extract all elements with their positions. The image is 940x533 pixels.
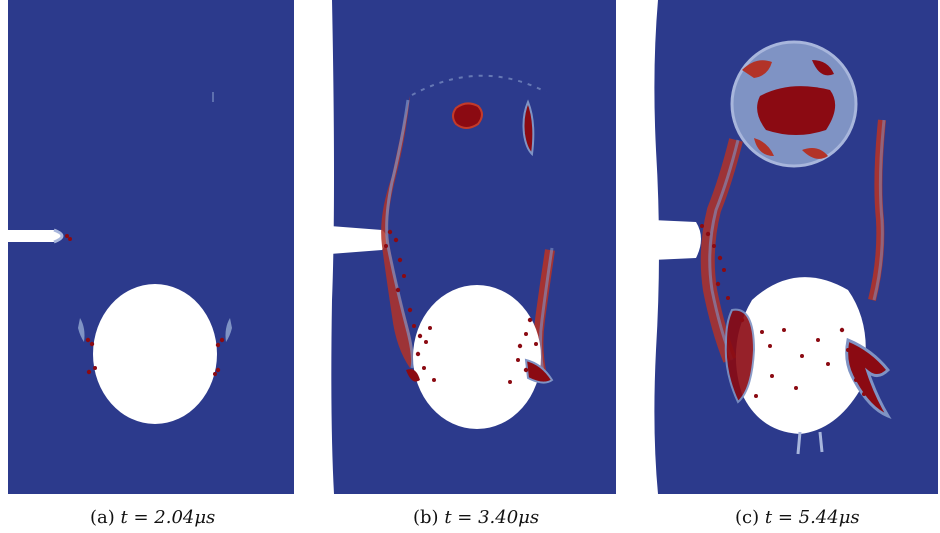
- caption-a-expr: t = 2.04μs: [120, 507, 216, 528]
- crack-band-edge: [872, 119, 886, 301]
- caption-c: (c) t = 5.44μs: [735, 507, 860, 528]
- damage-zone: [724, 308, 756, 404]
- damage-particle: [86, 369, 92, 375]
- crack-band-edge: [708, 139, 740, 361]
- caption-c-label: (c): [735, 507, 760, 528]
- crack-band-edge: [538, 247, 554, 379]
- damage-particle: [219, 337, 225, 343]
- damage-blob: [742, 60, 772, 78]
- crack-band: [700, 138, 743, 363]
- hole: [413, 285, 541, 429]
- damage-band: [522, 99, 535, 157]
- damage-speck: [212, 92, 214, 102]
- damage-zone: [524, 358, 554, 384]
- panel-c-field: [652, 0, 938, 494]
- damage-particle: [65, 234, 69, 238]
- notch: [8, 230, 61, 242]
- panel-b-field: [330, 0, 616, 494]
- panel-a: [8, 0, 294, 494]
- caption-b-expr: t = 3.40μs: [444, 507, 540, 528]
- damage-blob: [802, 148, 828, 159]
- damage-particle: [89, 341, 95, 347]
- caption-a-label: (a): [90, 507, 115, 528]
- panel-b: [330, 0, 616, 494]
- damage-zone: [406, 369, 420, 382]
- caption-c-expr: t = 5.44μs: [764, 507, 860, 528]
- damage-particles: [700, 224, 866, 398]
- hole: [93, 284, 217, 424]
- panel-c: [652, 0, 938, 494]
- damage-particle: [215, 342, 221, 348]
- damage-blob: [452, 102, 483, 129]
- damage-particle: [213, 372, 217, 376]
- crack-tip: [53, 228, 64, 244]
- damage-blob: [812, 60, 834, 76]
- damage-particle: [85, 337, 91, 343]
- damage-particles: [384, 229, 544, 384]
- notch: [652, 220, 701, 260]
- damage-particle: [93, 366, 97, 370]
- caption-a: (a) t = 2.04μs: [90, 507, 215, 528]
- caption-b: (b) t = 3.40μs: [413, 507, 539, 528]
- damage-zone: [225, 318, 232, 342]
- damage-blob: [757, 86, 836, 135]
- damage-zone: [845, 337, 892, 420]
- damage-particle: [68, 237, 72, 241]
- notch: [330, 226, 387, 254]
- crack-band: [868, 119, 886, 301]
- crack-legs: [796, 431, 824, 455]
- damage-zone: [78, 318, 85, 342]
- damage-arc: [411, 74, 547, 96]
- damage-particle: [215, 367, 221, 373]
- panel-a-field: [8, 0, 294, 494]
- caption-b-label: (b): [413, 507, 439, 528]
- damage-blob: [754, 138, 774, 156]
